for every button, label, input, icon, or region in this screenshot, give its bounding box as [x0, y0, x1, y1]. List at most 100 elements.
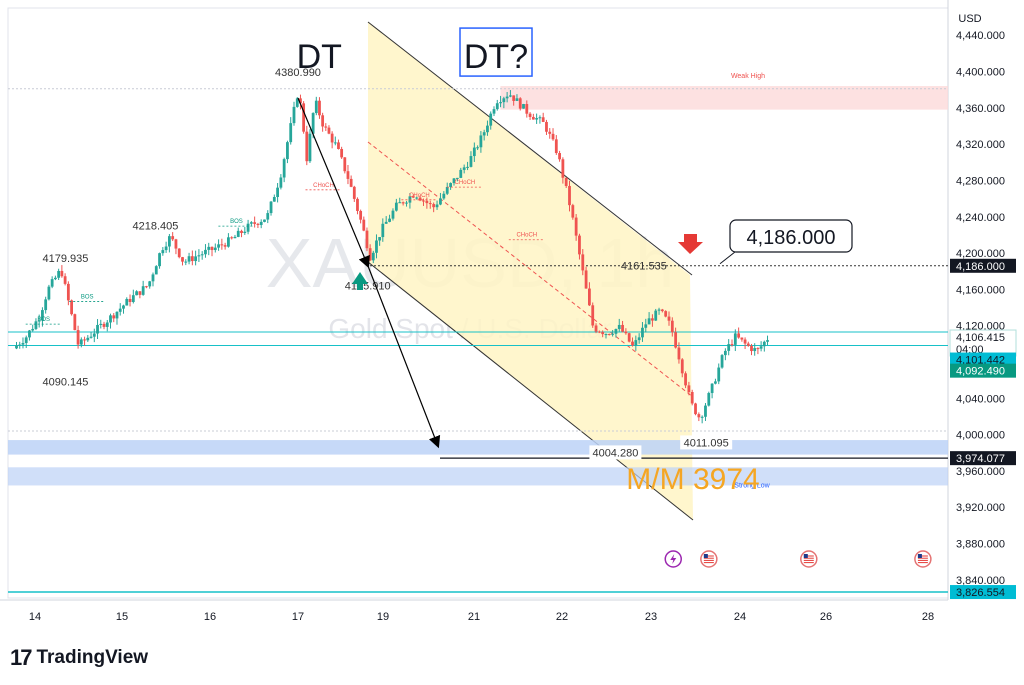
candle-body — [714, 381, 717, 384]
descending-channel-fill — [368, 22, 693, 520]
candle-body — [70, 300, 74, 315]
x-tick-label: 24 — [734, 611, 746, 623]
candle-body — [15, 345, 18, 349]
candle-body — [263, 219, 266, 222]
candle-body — [479, 135, 483, 148]
candle-body — [466, 166, 469, 168]
candle-body — [677, 347, 681, 360]
candle-body — [34, 321, 38, 329]
tradingview-logo: 17 — [10, 645, 33, 670]
candle-body — [340, 148, 344, 158]
candle-body — [295, 98, 299, 107]
candle-body — [704, 405, 707, 417]
target-badge-text: 4,186.000 — [956, 261, 1005, 273]
price-chart[interactable]: XAUUSD, 1hGold Spot / U.S. Dollar Weak H… — [0, 0, 1024, 640]
price-label: 4179.935 — [43, 253, 89, 265]
channel-upper-line — [367, 21, 693, 276]
candle-body — [148, 281, 152, 287]
candle-body — [425, 200, 429, 204]
currency-label: USD — [958, 13, 981, 25]
candle-body — [187, 256, 191, 262]
y-tick-label: 4,200.000 — [956, 248, 1005, 260]
us-flag-event-icon — [700, 550, 718, 568]
candle-body — [568, 185, 571, 206]
x-tick-label: 17 — [292, 611, 304, 623]
candle-body — [601, 332, 605, 335]
candle-body — [558, 153, 561, 160]
candle-body — [432, 204, 436, 208]
support-badge-text: 3,826.554 — [956, 587, 1005, 599]
candle-body — [249, 222, 253, 224]
candle-body — [462, 167, 466, 170]
price-label-bg — [680, 435, 733, 450]
candle-body — [299, 98, 302, 104]
candle-body — [594, 325, 598, 332]
candle-body — [670, 320, 674, 333]
candle-body — [654, 310, 658, 321]
candle-body — [720, 355, 724, 368]
price-label: 4004.280 — [592, 447, 638, 459]
candle-body — [418, 197, 422, 201]
candle-body — [200, 254, 204, 256]
candle-body — [204, 249, 207, 255]
candle-body — [455, 177, 459, 179]
candle-body — [41, 310, 44, 321]
candle-body — [723, 350, 727, 356]
candle-body — [233, 236, 237, 239]
candle-body — [743, 339, 747, 344]
candle-body — [53, 277, 57, 280]
candle-body — [710, 383, 714, 394]
candle-body — [614, 329, 618, 334]
candle-body — [230, 237, 234, 239]
candle-body — [528, 113, 532, 117]
candle-body — [105, 322, 109, 327]
candle-body — [624, 331, 628, 334]
candle-body — [138, 291, 142, 295]
structure-label: CHoCH — [409, 193, 430, 199]
candle-body — [79, 339, 83, 345]
candle-body — [259, 221, 263, 225]
candle-body — [31, 328, 35, 331]
y-tick-label: 4,000.000 — [956, 430, 1005, 442]
candle-body — [535, 118, 539, 120]
candle-body — [422, 200, 425, 202]
price-label: 4218.405 — [132, 220, 178, 232]
candle-body — [115, 311, 119, 319]
tradingview-brand: TradingView — [36, 647, 149, 668]
candle-body — [365, 230, 369, 249]
candle-body — [37, 320, 41, 322]
low-badge-text: 4,092.490 — [956, 366, 1005, 378]
price-label: 4380.990 — [275, 67, 321, 79]
flag-canton — [703, 554, 708, 558]
candle-body — [243, 231, 247, 233]
candle-body — [495, 103, 499, 110]
arrow-to-neckline — [297, 97, 370, 269]
candle-body — [727, 344, 731, 351]
y-tick-label: 3,920.000 — [956, 502, 1005, 514]
target-callout-text: 4,186.000 — [747, 227, 836, 249]
candle-body — [246, 223, 250, 232]
candle-body — [449, 183, 453, 188]
candle-body — [664, 311, 668, 317]
candle-body — [657, 309, 661, 311]
candle-body — [588, 288, 591, 306]
candle-body — [439, 198, 442, 205]
candle-body — [509, 95, 512, 97]
candle-body — [154, 266, 158, 275]
candle-body — [607, 334, 611, 336]
candle-body — [384, 221, 388, 224]
candle-body — [604, 334, 608, 336]
candle-body — [240, 230, 243, 233]
dt-question-box — [459, 27, 533, 77]
tradingview-footer[interactable]: 17 TradingView — [10, 644, 148, 672]
candle-body — [253, 222, 257, 224]
candle-body — [674, 332, 678, 348]
y-tick-label: 4,440.000 — [956, 30, 1005, 42]
candle-body — [499, 102, 502, 104]
y-tick-label: 4,160.000 — [956, 284, 1005, 296]
candle-body — [236, 230, 240, 237]
candle-body — [472, 147, 476, 157]
mm-badge-text: 3,974.077 — [956, 453, 1005, 465]
candle-body — [584, 270, 588, 289]
